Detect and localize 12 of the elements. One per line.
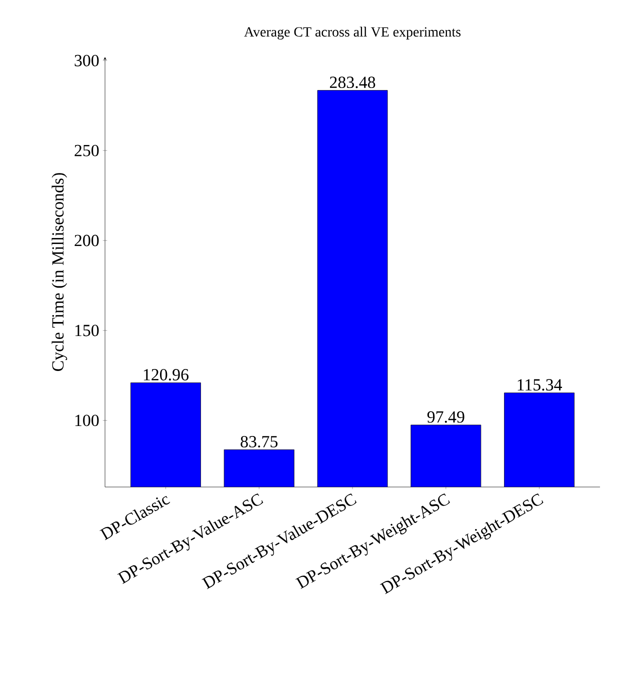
- data-label: 115.34: [518, 379, 562, 391]
- chart-title: Average CT across all VE experiments: [244, 26, 461, 40]
- y-tick-label: 300: [74, 54, 99, 66]
- data-label: 83.75: [240, 436, 278, 448]
- y-tick-label: 150: [75, 324, 99, 336]
- data-label: 120.96: [144, 369, 188, 381]
- data-label: 97.49: [427, 411, 464, 423]
- y-tick-label: 250: [74, 144, 99, 156]
- y-axis-title: Cycle Time (in Milliseconds): [52, 173, 68, 371]
- y-tick-label: 100: [75, 414, 99, 426]
- y-tick-label: 200: [74, 234, 99, 246]
- data-label: 283.48: [330, 76, 376, 88]
